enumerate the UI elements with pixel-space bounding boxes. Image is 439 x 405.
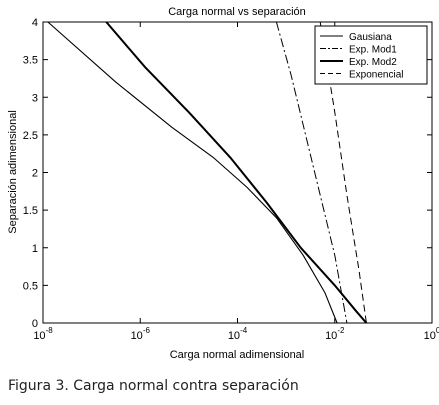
legend-label: Gausiana	[349, 32, 392, 43]
legend-label: Exponencial	[349, 70, 403, 81]
y-tick-label: 2.5	[23, 130, 38, 142]
series-line-3	[105, 21, 368, 324]
x-tick-exponent: 0	[436, 326, 439, 335]
chart-title: Carga normal vs separación	[168, 6, 306, 18]
x-tick-label: 100	[424, 326, 439, 342]
x-tick-exponent: -8	[46, 326, 54, 335]
x-tick-exponent: -2	[337, 326, 345, 335]
x-tick-exponent: -6	[143, 326, 151, 335]
x-tick-label: 10-2	[325, 326, 345, 342]
x-axis-label: Carga normal adimensional	[170, 349, 305, 361]
y-tick-label: 3.5	[23, 55, 38, 67]
legend-label: Exp. Mod1	[349, 45, 397, 56]
figure-caption: Figura 3. Carga normal contra separación	[8, 378, 299, 394]
x-tick-exponent: -4	[240, 326, 248, 335]
x-tick-label: 10-4	[228, 326, 248, 342]
y-axis-label: Separación adimensional	[7, 110, 19, 234]
y-tick-label: 2	[32, 168, 38, 180]
y-tick-label: 3	[32, 92, 38, 104]
x-tick-label: 10-6	[131, 326, 151, 342]
y-tick-label: 0.5	[23, 280, 38, 292]
legend-label: Exp. Mod2	[349, 57, 397, 68]
y-tick-label: 0	[32, 318, 38, 330]
y-tick-label: 1.5	[23, 205, 38, 217]
series-line-1	[47, 21, 338, 324]
chart: Carga normal vs separación 1 0 -8 10-6 10-4 1…	[7, 6, 439, 361]
y-tick-label: 1	[32, 243, 38, 255]
series-line-2	[275, 21, 348, 324]
y-tick-label: 4	[32, 17, 38, 29]
